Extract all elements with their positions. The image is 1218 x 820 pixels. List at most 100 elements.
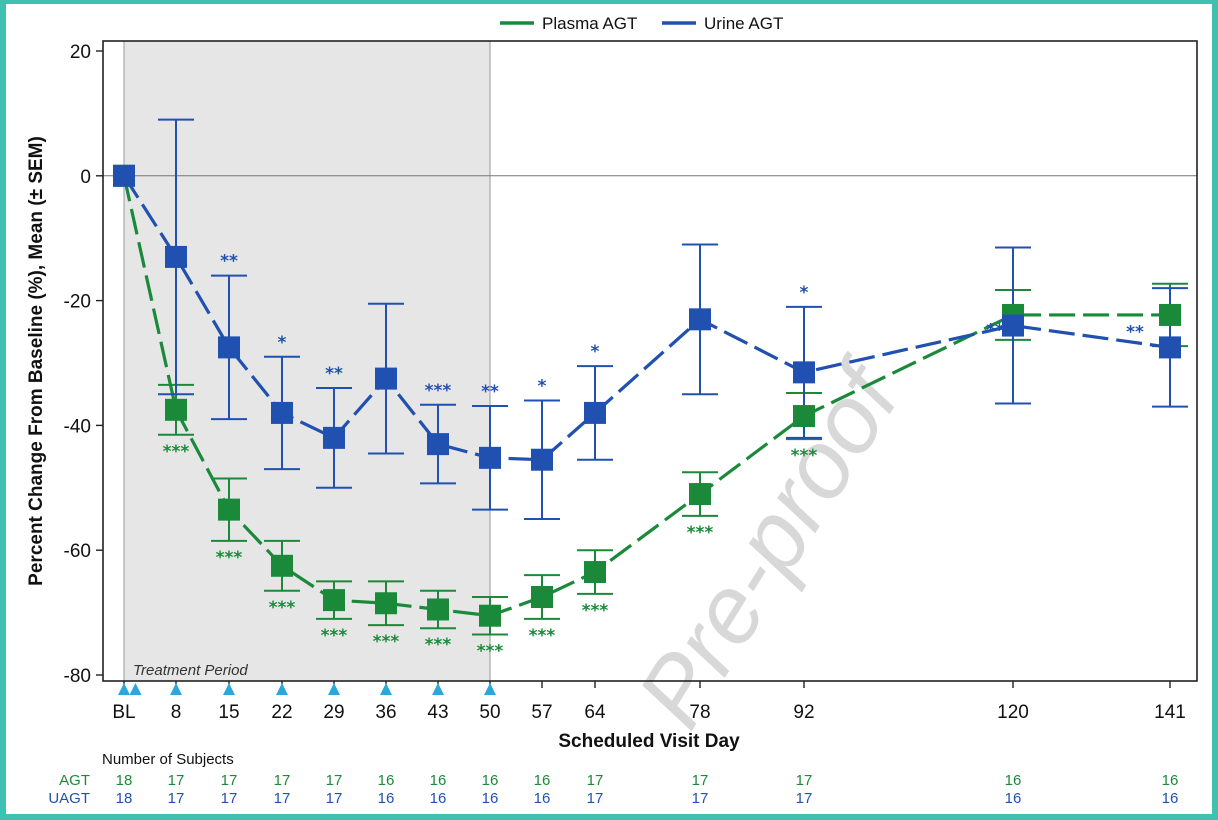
dosing-marker (223, 683, 235, 695)
significance-stars: *** (425, 635, 452, 655)
significance-stars: * (591, 342, 600, 362)
x-axis-title: Scheduled Visit Day (558, 731, 740, 752)
treatment-period-label: Treatment Period (133, 662, 248, 679)
subjects-count: 17 (168, 790, 185, 807)
subjects-count: 17 (692, 790, 709, 807)
x-tick-label: 78 (689, 702, 710, 723)
subjects-count: 16 (378, 772, 395, 789)
dosing-marker (170, 683, 182, 695)
data-point (165, 245, 187, 268)
watermark: Pre-proof (617, 342, 924, 745)
legend-label-urine-agt: Urine AGT (704, 14, 783, 33)
subjects-count: 16 (430, 772, 447, 789)
x-tick-label: 120 (997, 702, 1029, 723)
chart: Pre-proof 20 0 -20 -40 -60 -80 BL 8 15 22 29 36 43 50 5… (26, 14, 1198, 807)
x-tick-label: 29 (323, 702, 344, 723)
data-point (375, 592, 397, 615)
subjects-count: 16 (482, 790, 499, 807)
data-point (531, 448, 553, 471)
data-point (165, 398, 187, 421)
y-tick-label: -80 (64, 666, 91, 687)
dosing-marker (380, 683, 392, 695)
subjects-count: 17 (168, 772, 185, 789)
x-tick-label: 64 (584, 702, 606, 723)
y-tick-label: -60 (64, 541, 91, 562)
data-point (323, 426, 345, 449)
significance-stars: *** (373, 632, 400, 652)
data-point (271, 554, 293, 577)
dosing-marker (118, 683, 130, 695)
data-point (427, 433, 449, 456)
subjects-count: 16 (430, 790, 447, 807)
dosing-marker (328, 683, 340, 695)
data-point (793, 361, 815, 384)
data-point (1002, 314, 1024, 337)
data-point (689, 308, 711, 331)
dosing-marker (129, 683, 142, 695)
data-point (584, 401, 606, 424)
data-point (584, 561, 606, 584)
subjects-count: 16 (1162, 772, 1179, 789)
x-tick-label: 43 (427, 702, 448, 723)
treatment-period-shading (124, 41, 490, 681)
subjects-count: 16 (534, 790, 551, 807)
significance-stars: ** (325, 364, 343, 384)
significance-stars: ** (481, 382, 499, 402)
subjects-count: 17 (274, 790, 291, 807)
data-point (323, 589, 345, 612)
subjects-count: 18 (116, 790, 133, 807)
subjects-row-label: AGT (59, 772, 90, 789)
subjects-count: 17 (796, 790, 813, 807)
data-point (479, 446, 501, 469)
subjects-count: 17 (796, 772, 813, 789)
subjects-count: 16 (534, 772, 551, 789)
data-point (531, 586, 553, 608)
data-point (479, 604, 501, 627)
data-point (218, 336, 240, 359)
significance-stars: *** (529, 626, 556, 646)
legend-label-plasma-agt: Plasma AGT (542, 14, 637, 33)
data-point (1159, 303, 1181, 326)
dosing-marker (276, 683, 288, 695)
subjects-count: 17 (326, 790, 343, 807)
x-tick-label: 57 (531, 702, 552, 723)
significance-stars: *** (321, 626, 348, 646)
x-tick-label: 92 (793, 702, 814, 723)
subjects-count: 18 (116, 772, 133, 789)
subjects-row-label: UAGT (48, 790, 90, 807)
subjects-count: 16 (1005, 772, 1022, 789)
subjects-count: 17 (221, 790, 238, 807)
y-axis-title: Percent Change From Baseline (%), Mean (… (26, 136, 47, 586)
subjects-count: 16 (1005, 790, 1022, 807)
dosing-marker (432, 683, 444, 695)
significance-stars: ** (986, 321, 1004, 341)
significance-stars: * (538, 376, 547, 396)
subjects-count: 17 (692, 772, 709, 789)
significance-stars: *** (269, 598, 296, 618)
significance-stars: *** (216, 548, 243, 568)
significance-stars: *** (477, 641, 504, 661)
significance-stars: * (800, 283, 809, 303)
significance-stars: *** (791, 446, 818, 466)
x-tick-label: 36 (375, 702, 396, 723)
significance-stars: * (278, 333, 287, 353)
dosing-marker (484, 683, 496, 695)
plot-border (102, 40, 1198, 682)
subjects-count: 17 (274, 772, 291, 789)
x-tick-label: 141 (1154, 702, 1186, 723)
significance-stars: *** (687, 523, 714, 543)
subjects-title: Number of Subjects (102, 751, 234, 768)
significance-stars: *** (163, 442, 190, 462)
data-point (375, 367, 397, 390)
y-tick-label: 20 (70, 42, 91, 63)
significance-stars: ** (1126, 322, 1144, 342)
data-point (271, 401, 293, 424)
data-point (793, 405, 815, 428)
data-point (427, 598, 449, 621)
subjects-count: 16 (378, 790, 395, 807)
significance-stars: ** (220, 252, 238, 272)
significance-stars: *** (425, 381, 452, 401)
data-point (1159, 336, 1181, 359)
subjects-count: 17 (221, 772, 238, 789)
subjects-count: 17 (326, 772, 343, 789)
